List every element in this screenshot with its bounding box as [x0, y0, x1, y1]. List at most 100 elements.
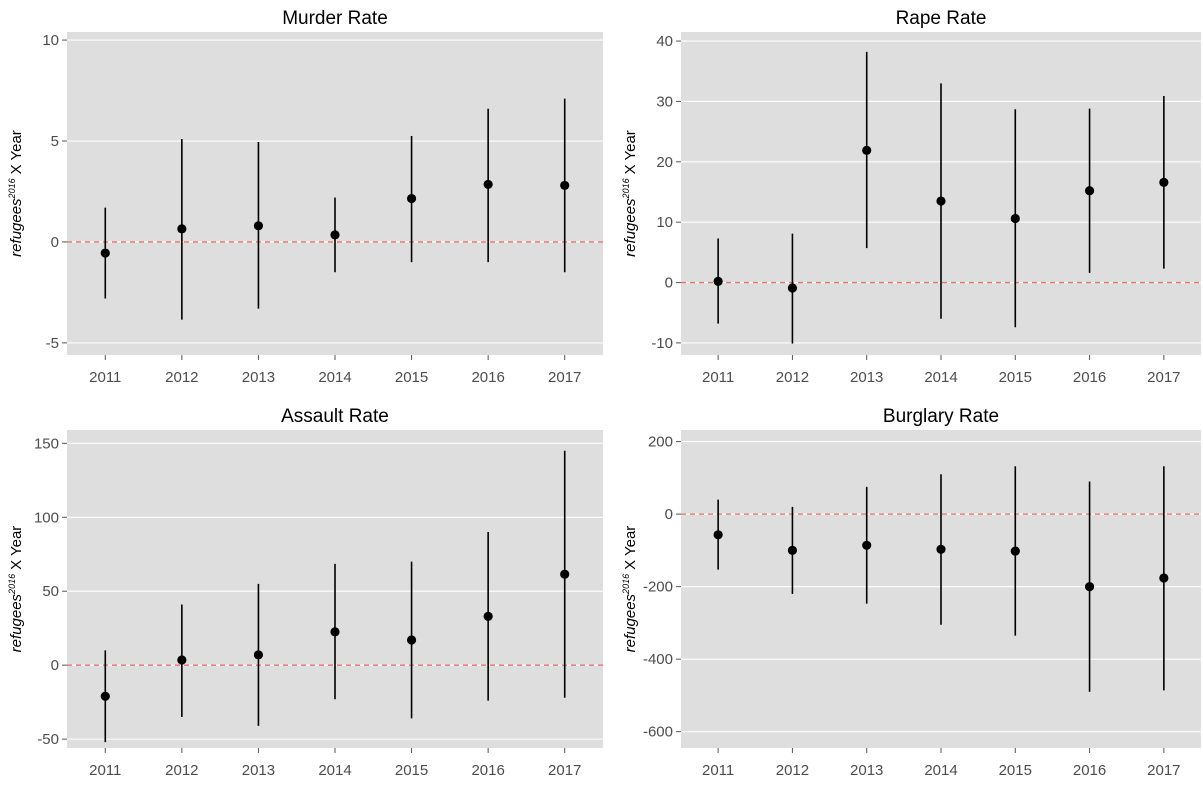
- data-point: [1084, 186, 1095, 196]
- x-tick-label: 2017: [1147, 762, 1180, 779]
- x-tick-label: 2011: [702, 762, 734, 779]
- data-point: [862, 145, 872, 155]
- y-axis-label-superscript: 2016: [7, 574, 17, 595]
- x-tick-label: 2012: [776, 762, 809, 779]
- x-tick-label: 2011: [702, 369, 734, 386]
- x-tick-label: 2015: [395, 369, 428, 386]
- data-point: [253, 650, 264, 660]
- panel-title: Assault Rate: [281, 406, 389, 427]
- data-point: [330, 230, 340, 240]
- plot-background: [67, 32, 603, 355]
- x-tick-label: 2012: [165, 369, 198, 386]
- data-point: [1159, 177, 1169, 187]
- data-point: [177, 224, 187, 234]
- x-tick-label: 2011: [89, 762, 121, 779]
- data-point: [1010, 546, 1020, 556]
- panel-3: -50 0 50 100 150 2011 2012 2013 2014 2015 2016 2017…: [7, 406, 603, 779]
- y-tick-label: -50: [37, 731, 59, 748]
- y-axis-label-variable: refugees: [622, 198, 639, 257]
- data-point: [406, 635, 417, 645]
- x-tick-label: 2017: [548, 762, 581, 779]
- x-tick-label: 2015: [999, 762, 1032, 779]
- y-tick-label: 0: [665, 275, 673, 292]
- y-tick-label: 0: [51, 657, 59, 674]
- x-tick-label: 2013: [850, 369, 883, 386]
- data-point: [483, 611, 493, 621]
- data-point: [483, 179, 493, 190]
- data-point: [713, 530, 723, 540]
- data-point: [713, 276, 723, 286]
- data-point: [1084, 582, 1095, 592]
- x-tick-label: 2011: [89, 369, 121, 386]
- y-tick-label: 200: [648, 434, 673, 451]
- data-point: [177, 655, 187, 665]
- y-axis-label-superscript: 2016: [7, 178, 17, 199]
- y-axis-label-variable: refugees: [622, 593, 639, 652]
- x-tick-label: 2015: [395, 762, 428, 779]
- y-tick-label: 5: [51, 133, 59, 150]
- panel-4: -600 -400 -200 0 200 2011 2012 2013 2014 2015 2016…: [621, 406, 1201, 779]
- y-axis-label: refugees2016 X Year: [7, 130, 25, 257]
- y-axis-label-suffix: X Year: [622, 130, 639, 174]
- x-tick-label: 2016: [1073, 762, 1106, 779]
- data-point: [862, 540, 872, 550]
- y-tick-label: 10: [656, 214, 673, 231]
- y-tick-label: 150: [34, 435, 59, 452]
- y-tick-label: -200: [643, 579, 673, 596]
- data-point: [1010, 213, 1020, 224]
- data-point: [100, 248, 110, 258]
- data-point: [1159, 573, 1169, 583]
- panel-title: Murder Rate: [282, 8, 388, 29]
- x-tick-label: 2016: [471, 369, 504, 386]
- y-tick-label: 0: [665, 506, 673, 523]
- x-tick-label: 2014: [924, 369, 957, 386]
- y-axis-label-superscript: 2016: [621, 574, 631, 595]
- data-point: [787, 283, 798, 293]
- data-point: [560, 569, 570, 579]
- x-tick-label: 2015: [999, 369, 1032, 386]
- x-tick-label: 2013: [850, 762, 883, 779]
- x-tick-label: 2017: [548, 369, 581, 386]
- y-axis-label: refugees2016 X Year: [621, 526, 639, 653]
- y-axis-label-variable: refugees: [8, 593, 25, 652]
- x-tick-label: 2013: [242, 369, 275, 386]
- x-tick-label: 2012: [165, 762, 198, 779]
- panel-2: -10 0 10 20 30 40 2011 2012 2013 2014 2015 2016 2017…: [621, 8, 1201, 386]
- y-tick-label: 30: [656, 93, 673, 110]
- y-tick-label: -400: [643, 651, 673, 668]
- x-tick-label: 2013: [242, 762, 275, 779]
- data-point: [253, 221, 264, 231]
- x-tick-label: 2014: [318, 762, 351, 779]
- y-tick-label: -10: [651, 335, 673, 352]
- y-axis-label-superscript: 2016: [621, 178, 631, 199]
- y-tick-label: 20: [656, 154, 673, 171]
- x-tick-label: 2016: [471, 762, 504, 779]
- data-point: [560, 180, 570, 191]
- y-axis-label-suffix: X Year: [622, 526, 639, 570]
- y-axis-label-variable: refugees: [8, 198, 25, 257]
- y-tick-label: 40: [656, 33, 673, 50]
- panel-title: Burglary Rate: [883, 406, 999, 427]
- x-tick-label: 2014: [318, 369, 351, 386]
- y-tick-label: 50: [42, 583, 59, 600]
- panel-title: Rape Rate: [896, 8, 987, 29]
- data-point: [100, 691, 110, 701]
- x-tick-label: 2017: [1147, 369, 1180, 386]
- y-axis-label: refugees2016 X Year: [7, 526, 25, 653]
- data-point: [330, 627, 340, 637]
- y-tick-label: 10: [42, 32, 59, 49]
- y-axis-label-suffix: X Year: [8, 130, 25, 174]
- y-tick-label: -600: [643, 724, 673, 741]
- y-tick-label: -5: [46, 335, 59, 352]
- panel-1: -5 0 5 10 2011 2012 2013 2014 2015 2016 2017 Murder…: [7, 8, 603, 386]
- y-tick-label: 0: [51, 234, 59, 251]
- data-point: [406, 193, 417, 204]
- data-point: [787, 545, 798, 555]
- x-tick-label: 2014: [924, 762, 957, 779]
- y-tick-label: 100: [34, 509, 59, 526]
- data-point: [936, 196, 946, 206]
- y-axis-label-suffix: X Year: [8, 526, 25, 570]
- data-point: [936, 544, 946, 554]
